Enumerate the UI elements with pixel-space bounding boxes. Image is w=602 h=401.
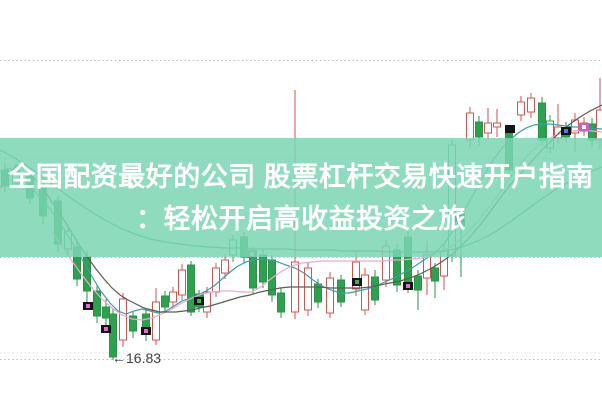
candle-body	[93, 290, 101, 317]
candle-body	[161, 295, 169, 308]
candle-body	[538, 102, 546, 141]
candle-body	[352, 261, 360, 290]
candle-body	[414, 275, 422, 291]
candle-body	[493, 122, 501, 128]
signal-marker-dot	[104, 327, 108, 331]
candle-body	[431, 267, 439, 282]
candle-body	[169, 291, 177, 303]
signal-marker-dot	[355, 280, 359, 284]
candle-body	[326, 277, 334, 314]
candle-body	[527, 97, 535, 113]
signal-marker-dot	[406, 284, 410, 288]
candle-body	[221, 259, 229, 274]
candle-body	[466, 112, 474, 141]
signal-marker-dot	[144, 329, 148, 333]
candle-body	[475, 121, 483, 138]
signal-marker-dot	[564, 129, 568, 133]
candle-body	[484, 122, 492, 134]
price-annotation: ←16.83	[112, 350, 162, 366]
candle-body	[83, 256, 91, 292]
signal-marker-dot	[508, 127, 512, 131]
headline-line-1: 全国配资最好的公司 股票杠杆交易快速开户指南	[8, 161, 594, 192]
candle-body	[212, 267, 220, 293]
signal-marker-dot	[582, 125, 586, 129]
candle-body	[109, 313, 117, 358]
candle-body	[304, 267, 312, 311]
candle-body	[596, 109, 602, 141]
candle-body	[517, 101, 525, 116]
candle-body	[277, 292, 285, 313]
candle-body	[102, 306, 110, 319]
signal-marker-dot	[86, 304, 90, 308]
candle-body	[187, 264, 195, 313]
candle-body	[152, 301, 160, 341]
candle-body	[142, 313, 150, 328]
headline-line-2: ：轻松开启高收益投资之旅	[136, 203, 466, 234]
candle-body	[203, 291, 211, 313]
candle-body	[337, 279, 345, 303]
candle-body	[119, 298, 127, 341]
candle-body	[178, 269, 186, 296]
candle-body	[361, 274, 369, 311]
candle-body	[371, 276, 379, 301]
candle-body	[129, 315, 137, 332]
headline-banner: 全国配资最好的公司 股票杠杆交易快速开户指南 ：轻松开启高收益投资之旅	[0, 138, 602, 257]
signal-marker-dot	[197, 299, 201, 303]
